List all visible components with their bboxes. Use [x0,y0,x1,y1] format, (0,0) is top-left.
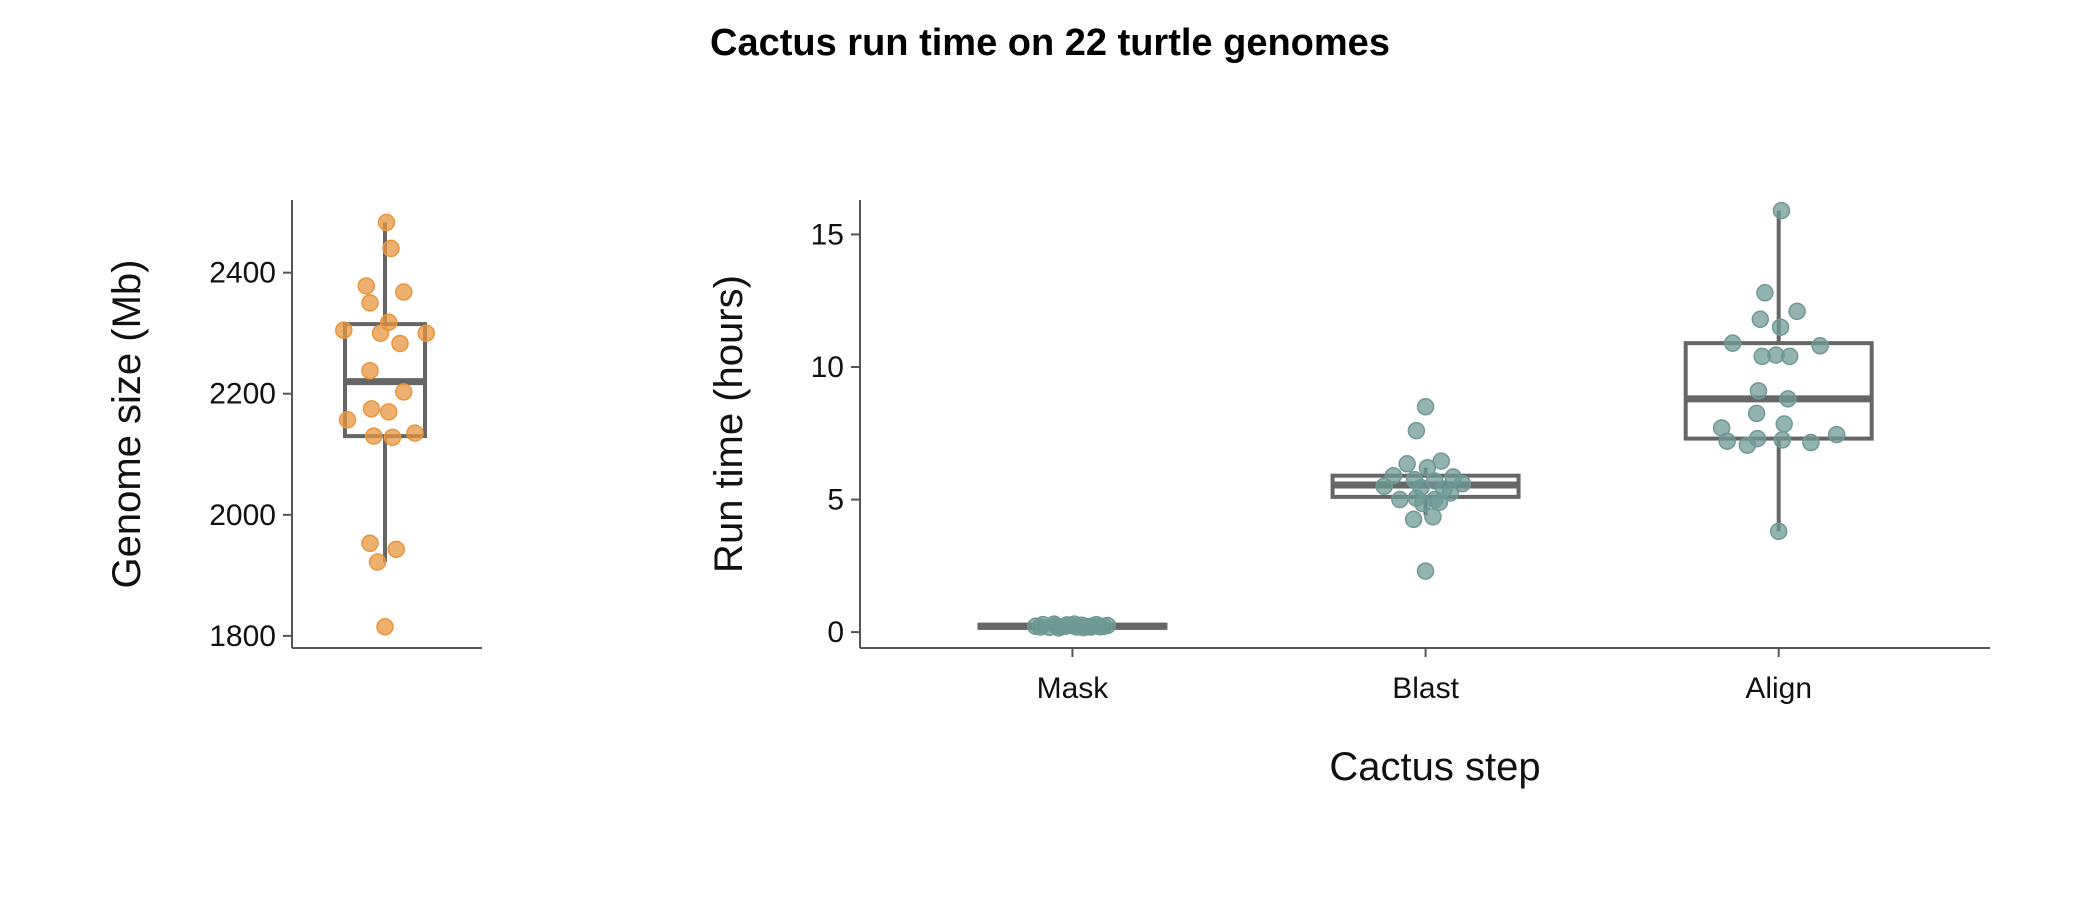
data-point [395,283,413,301]
data-point [368,553,387,571]
data-point [1772,201,1791,220]
data-point [1416,562,1435,580]
data-point [380,403,398,421]
data-point [1773,431,1792,449]
data-point [361,361,379,380]
data-point [1432,452,1450,470]
data-point [1407,421,1426,440]
data-point [1767,346,1785,364]
data-point [1827,425,1846,444]
data-point [1404,510,1423,529]
data-point [338,411,357,429]
data-point [1430,493,1449,511]
y-tick-label: 2000 [209,499,276,532]
data-point [1375,477,1393,496]
data-point [1788,302,1806,321]
y-tick-label: 1800 [209,620,276,653]
data-point [387,540,405,559]
data-point [357,277,375,295]
data-point [1065,615,1084,633]
data-point [1031,618,1049,636]
y-tick-label: 15 [811,218,844,251]
data-point [1398,455,1416,473]
genome-size-panel: 1800 2000 2200 2400 Genome size (Mb) [105,200,482,653]
data-point [377,213,396,232]
data-point [1082,618,1100,636]
data-point [1802,433,1820,452]
data-point [1391,490,1409,509]
data-point [1747,404,1766,423]
data-point [1769,522,1788,541]
x-tick-label: Align [1745,672,1812,705]
data-point [362,400,381,418]
y-tick-label: 10 [811,351,844,384]
data-point [371,324,390,342]
data-point [1756,284,1774,302]
data-point [1414,494,1432,513]
data-point [376,618,394,636]
data-point [1453,474,1472,493]
data-point [1723,334,1742,352]
x-axis-title: Cactus step [1329,745,1540,789]
data-point [335,321,353,339]
data-point [1424,508,1442,526]
data-point [383,428,402,447]
y-axis-title: Run time (hours) [707,275,751,573]
data-point [1751,310,1770,329]
data-point [417,324,435,342]
data-point [1779,390,1797,408]
data-point [361,534,379,553]
data-point [1441,484,1460,502]
data-point [1418,458,1437,477]
data-point [391,334,409,353]
y-tick-label: 2200 [209,378,276,411]
data-point [1738,436,1757,454]
data-point [1811,337,1829,355]
chart-title: Cactus run time on 22 turtle genomes [710,22,1390,64]
data-point [1775,415,1793,433]
data-point [382,239,400,258]
data-point [361,294,379,312]
y-axis-title: Genome size (Mb) [105,260,149,589]
data-point [406,424,424,442]
data-point [1749,382,1768,400]
data-point [365,427,383,445]
data-point [1049,619,1068,637]
x-tick-label: Blast [1392,672,1459,705]
data-point [1718,432,1736,450]
y-tick-label: 0 [827,616,844,649]
data-point [395,383,413,401]
data-point [1771,318,1790,336]
y-tick-label: 2400 [209,257,276,290]
run-time-panel: 0 5 10 15 Run time (hours) Mask Blast Align Cact… [707,200,1990,789]
y-tick-label: 5 [827,484,844,517]
x-tick-label: Mask [1037,672,1110,705]
data-point [1416,398,1435,416]
